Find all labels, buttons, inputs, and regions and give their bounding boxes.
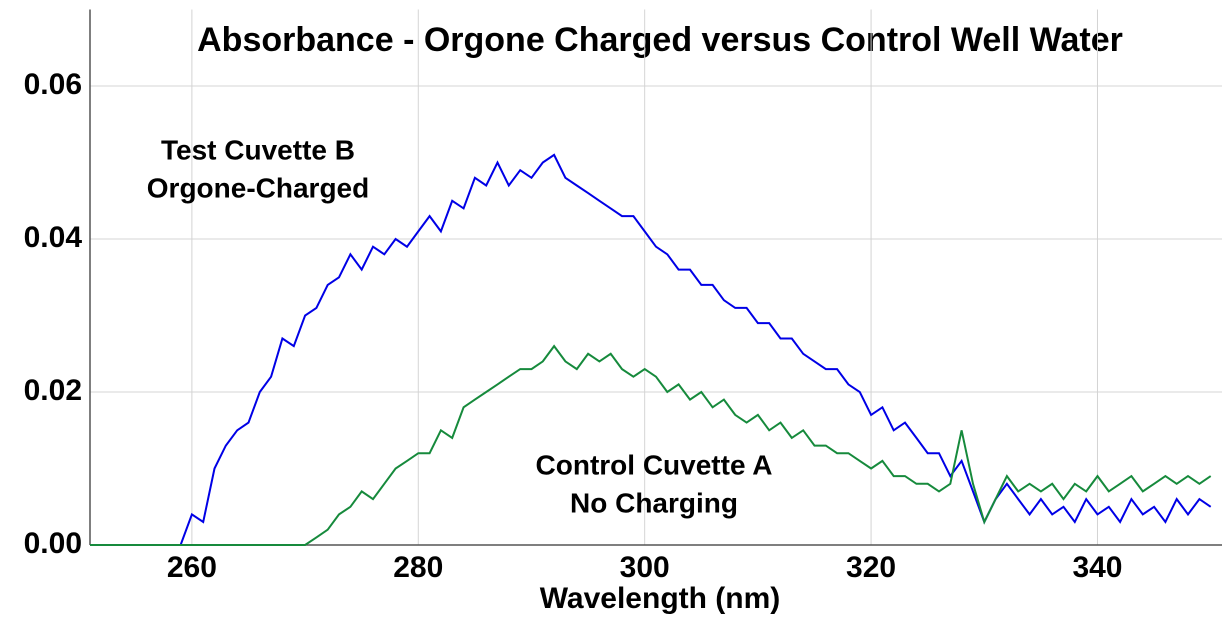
x-axis-label: Wavelength (nm) [540, 582, 781, 615]
series-line [90, 344, 1212, 546]
y-tick-label: 0.02 [24, 374, 82, 407]
annotation: Control Cuvette A [536, 449, 773, 480]
x-tick-label: 280 [393, 551, 443, 584]
x-tick-label: 340 [1072, 551, 1122, 584]
y-tick-label: 0.00 [24, 527, 82, 560]
x-tick-label: 320 [846, 551, 896, 584]
series-line [90, 153, 1212, 546]
y-tick-label: 0.06 [24, 68, 82, 101]
y-tick-label: 0.04 [24, 221, 83, 254]
x-tick-label: 300 [620, 551, 670, 584]
x-tick-label: 260 [167, 551, 217, 584]
chart-title: Absorbance - Orgone Charged versus Contr… [197, 21, 1123, 59]
annotation: No Charging [570, 487, 738, 518]
annotation: Orgone-Charged [147, 172, 369, 203]
annotation: Test Cuvette B [161, 134, 355, 165]
